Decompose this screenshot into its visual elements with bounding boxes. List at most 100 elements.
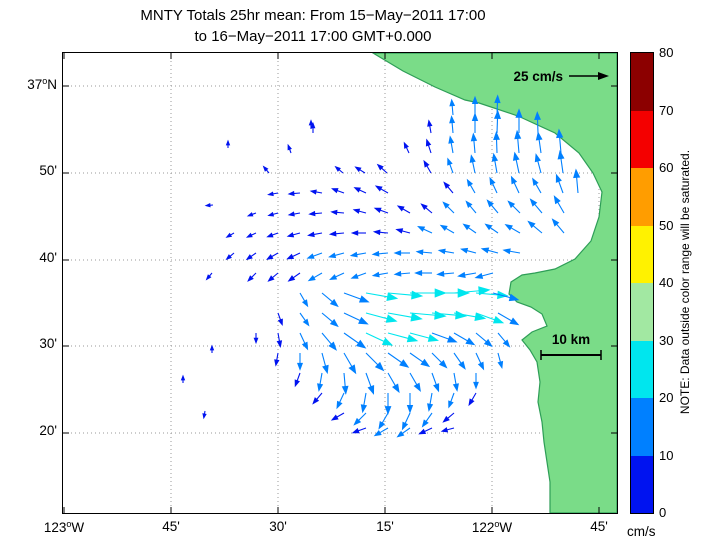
current-vector	[299, 292, 309, 308]
current-vector-shaft	[293, 192, 301, 195]
current-vector	[360, 392, 368, 414]
current-vector	[421, 412, 433, 428]
current-vector	[453, 332, 476, 346]
current-vector-shaft	[358, 189, 367, 194]
current-vector-arrowhead-icon	[348, 364, 357, 375]
current-vector-shaft	[469, 205, 477, 214]
current-vector-shaft	[277, 332, 281, 342]
colorbar-band	[631, 168, 653, 226]
current-vector-arrowhead-icon	[411, 290, 424, 300]
reference-vector: 25 cm/s	[513, 69, 609, 84]
current-vector-arrowhead-icon	[460, 247, 469, 254]
current-vector	[321, 352, 329, 375]
current-vector-shaft	[313, 232, 323, 236]
current-vector-arrowhead-icon	[421, 419, 429, 428]
current-vector-arrowhead-icon	[352, 208, 361, 214]
current-vector	[448, 135, 455, 154]
current-vector	[427, 119, 433, 134]
colorbar-tick-label: 60	[659, 160, 674, 175]
current-vector	[276, 332, 283, 348]
current-vector	[468, 392, 477, 407]
current-vector-arrowhead-icon	[406, 334, 419, 343]
current-vector-shaft	[491, 182, 498, 194]
current-vector	[431, 352, 448, 369]
current-vector-arrowhead-icon	[246, 212, 254, 217]
current-vector-arrowhead-icon	[330, 209, 338, 216]
current-vector-shaft	[497, 312, 513, 322]
y-tick-label: 50'	[39, 163, 57, 178]
current-vector	[343, 292, 370, 303]
current-vector	[287, 272, 301, 282]
current-vector	[225, 139, 231, 148]
current-vector-arrowhead-icon	[466, 178, 474, 187]
current-vector	[353, 187, 367, 194]
current-vector-arrowhead-icon	[399, 359, 410, 368]
current-vector-arrowhead-icon	[225, 254, 232, 261]
current-vector-arrowhead-icon	[307, 274, 316, 282]
current-vector-shaft	[409, 372, 418, 386]
current-vector-arrowhead-icon	[415, 249, 424, 256]
current-vector	[475, 312, 505, 324]
reference-vector-arrowhead-icon	[598, 72, 609, 80]
current-vector-arrowhead-icon	[420, 358, 431, 368]
current-vector-arrowhead-icon	[374, 361, 385, 372]
colorbar-tick-label: 30	[659, 332, 674, 348]
current-vector	[277, 312, 283, 326]
current-vector	[353, 412, 367, 426]
current-vector-shaft	[404, 412, 411, 425]
current-vector-shaft	[475, 312, 496, 321]
current-vector	[321, 292, 339, 308]
current-vector-shaft	[422, 251, 433, 254]
current-vector-shaft	[494, 160, 498, 174]
current-vector	[371, 250, 389, 257]
current-vector-arrowhead-icon	[420, 203, 428, 211]
current-vector-shaft	[276, 352, 279, 361]
current-vector-arrowhead-icon	[465, 200, 473, 209]
current-vector-arrowhead-icon	[277, 318, 283, 326]
current-vector-shaft	[378, 252, 389, 255]
current-vector	[470, 132, 478, 154]
current-vector-shaft	[343, 312, 361, 322]
current-vector	[205, 272, 213, 281]
current-vector-shaft	[446, 185, 454, 194]
current-vector-arrowhead-icon	[367, 385, 375, 395]
current-vector	[486, 199, 499, 214]
current-vector-arrowhead-icon	[504, 224, 513, 231]
scale-bar: 10 km	[540, 332, 602, 360]
land-layer	[371, 53, 617, 513]
current-vector-arrowhead-icon	[465, 337, 476, 346]
current-vector-arrowhead-icon	[457, 288, 471, 298]
current-vector-shaft	[497, 332, 507, 343]
current-vector-arrowhead-icon	[489, 176, 496, 186]
current-vector-arrowhead-icon	[494, 94, 501, 104]
map-svg: 25 cm/s 10 km	[63, 53, 617, 513]
current-vector-arrowhead-icon	[410, 312, 423, 322]
current-vector-shaft	[533, 203, 543, 214]
current-vector-arrowhead-icon	[267, 275, 275, 282]
current-vector-arrowhead-icon	[437, 248, 446, 255]
current-vector-shaft	[387, 292, 413, 296]
current-vector-arrowhead-icon	[474, 272, 484, 279]
current-vector-arrowhead-icon	[534, 153, 541, 163]
current-vector-arrowhead-icon	[374, 185, 383, 192]
current-vector-shaft	[338, 392, 345, 404]
current-vector-arrowhead-icon	[529, 198, 538, 207]
current-vector-arrowhead-icon	[330, 414, 339, 421]
current-vector	[317, 372, 324, 392]
current-vector-arrowhead-icon	[483, 338, 493, 348]
current-vector-shaft	[464, 272, 477, 276]
current-vector-arrowhead-icon	[438, 359, 448, 369]
colorbar	[630, 52, 654, 514]
current-vector-arrowhead-icon	[334, 165, 341, 172]
current-vector-shaft	[466, 249, 477, 254]
current-vector-shaft	[315, 191, 323, 194]
current-vector-arrowhead-icon	[328, 230, 337, 237]
current-vector-arrowhead-icon	[480, 247, 490, 254]
current-vector-shaft	[557, 201, 565, 214]
y-tick-label: 20'	[39, 423, 57, 438]
current-vector-shaft	[380, 188, 389, 194]
current-vector-shaft	[443, 272, 455, 275]
current-vector-arrowhead-icon	[470, 132, 478, 142]
current-vector	[440, 427, 455, 433]
current-vector-shaft	[446, 427, 455, 431]
